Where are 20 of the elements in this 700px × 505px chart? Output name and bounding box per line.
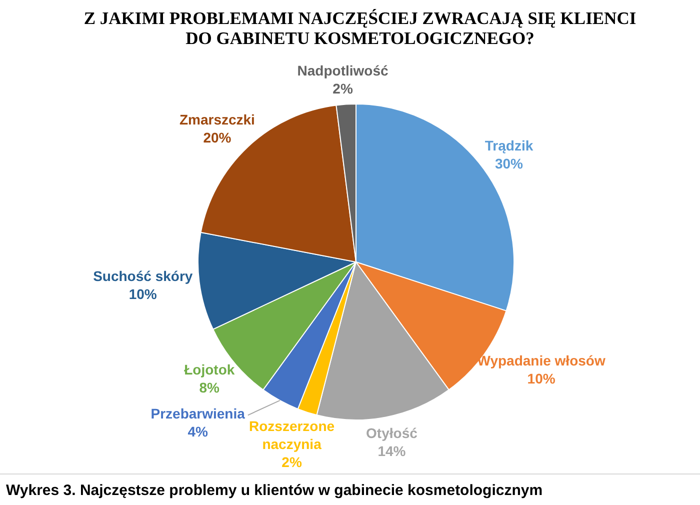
data-label: 2%	[332, 80, 354, 96]
slice-label: Otyłość	[366, 424, 418, 441]
data-label: 8%	[199, 380, 220, 396]
slice-label: Przebarwienia	[150, 405, 246, 422]
slice-label: Łojotok	[184, 362, 235, 378]
slice-label: Nadpotliwość	[297, 62, 388, 78]
slice-label: Zmarszczki	[179, 112, 255, 128]
data-label: 10%	[128, 286, 158, 302]
data-label: 20%	[203, 130, 232, 146]
data-label: 2%	[282, 454, 302, 470]
data-label: 4%	[188, 423, 208, 440]
slice-label: Suchość skóry	[93, 268, 193, 284]
text: Wykres 3. Najczęstsze problemy u klientów w gabinecie kosmetologicznym	[6, 482, 543, 499]
slice-label: Rozszerzone naczynia	[249, 418, 335, 452]
data-label: 10%	[527, 370, 556, 387]
data-label: 14%	[378, 442, 406, 459]
chart-title: Z JAKIMI PROBLEMAMI NAJCZĘŚCIEJ ZWRACAJĄ SIĘ KLIENCI DO GABINETU KOSMETOLOGICZNEGO?	[84, 8, 636, 48]
slice-label: Wypadanie włosów	[477, 352, 606, 369]
data-label: 30%	[494, 155, 524, 172]
slice-label: Trądzik	[484, 137, 534, 154]
